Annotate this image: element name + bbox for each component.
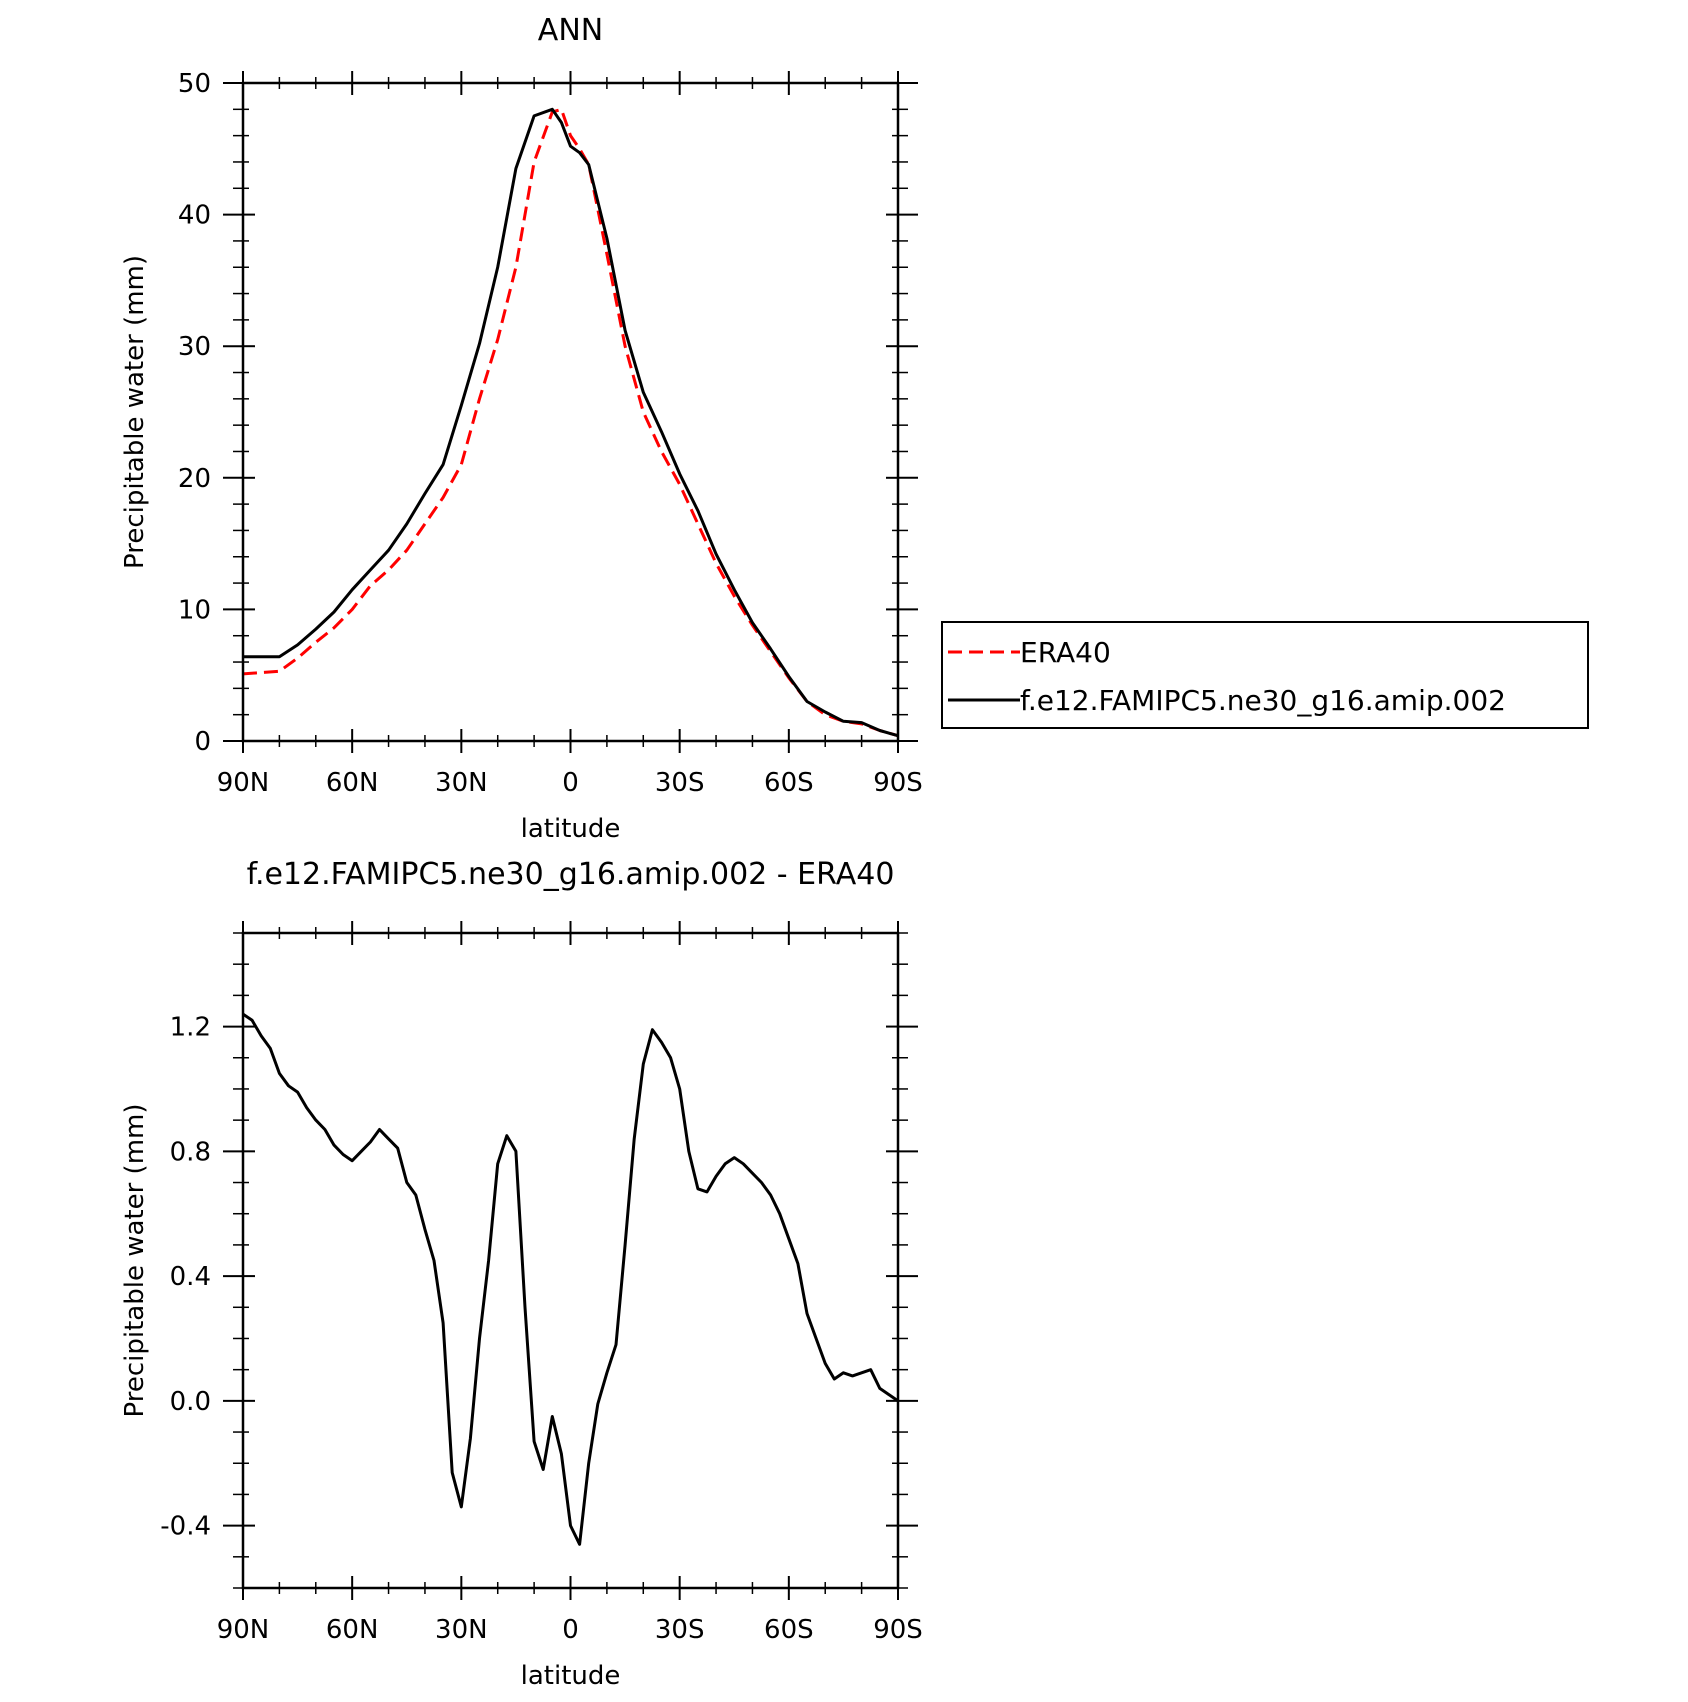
bottom-panel: f.e12.FAMIPC5.ne30_g16.amip.002 - ERA40 … xyxy=(120,857,923,1691)
bottom-chart-title: f.e12.FAMIPC5.ne30_g16.amip.002 - ERA40 xyxy=(247,857,895,892)
legend-box xyxy=(941,621,1589,729)
top-plot-lines xyxy=(242,107,899,738)
x-tick-label: 0 xyxy=(562,768,579,798)
x-tick-label: 30S xyxy=(655,1615,705,1645)
bottom-y-axis-label: Precipitable water (mm) xyxy=(120,1104,150,1418)
top-plot-frame xyxy=(241,81,900,743)
y-tick-label: 0.8 xyxy=(170,1137,211,1167)
top-x-axis-label: latitude xyxy=(521,814,621,844)
x-tick-label: 60N xyxy=(326,1615,379,1645)
top-y-axis-label: Precipitable water (mm) xyxy=(120,255,150,569)
bottom-plot-frame xyxy=(241,931,900,1590)
y-tick-label: 20 xyxy=(178,464,211,494)
y-tick-label: 0 xyxy=(194,727,211,757)
legend: ERA40 f.e12.FAMIPC5.ne30_g16.amip.002 xyxy=(941,621,1589,729)
top-tick-labels: 90N 60N 30N 0 30S 60S 90S 0 10 20 30 40 50 xyxy=(178,69,923,798)
x-tick-label: 90N xyxy=(217,768,270,798)
y-tick-label: -0.4 xyxy=(160,1512,211,1542)
x-tick-label: 90S xyxy=(873,768,923,798)
y-tick-label: 0.0 xyxy=(170,1387,211,1417)
y-tick-label: 10 xyxy=(178,595,211,625)
x-tick-label: 0 xyxy=(562,1615,579,1645)
x-tick-label: 30N xyxy=(435,768,488,798)
x-tick-label: 90N xyxy=(217,1615,270,1645)
bottom-x-axis-label: latitude xyxy=(521,1661,621,1691)
series-line-1 xyxy=(243,107,899,738)
y-tick-label: 50 xyxy=(178,69,211,99)
x-tick-label: 30S xyxy=(655,768,705,798)
y-tick-label: 30 xyxy=(178,332,211,362)
legend-label-era40: ERA40 xyxy=(1020,636,1111,669)
y-tick-label: 0.4 xyxy=(170,1262,211,1292)
y-tick-label: 1.2 xyxy=(170,1013,211,1043)
bottom-axis-ticks xyxy=(223,921,918,1600)
legend-label-model: f.e12.FAMIPC5.ne30_g16.amip.002 xyxy=(1020,684,1506,717)
x-tick-label: 30N xyxy=(435,1615,488,1645)
x-tick-label: 90S xyxy=(873,1615,923,1645)
y-tick-label: 40 xyxy=(178,201,211,231)
top-panel: ANN latitude Precipitable water (mm) 90N… xyxy=(120,13,923,844)
bottom-plot-lines xyxy=(242,1012,899,1546)
series-line-0 xyxy=(242,1012,899,1546)
x-tick-label: 60S xyxy=(764,1615,814,1645)
top-chart-title: ANN xyxy=(538,13,603,48)
x-tick-label: 60S xyxy=(764,768,814,798)
x-tick-label: 60N xyxy=(326,768,379,798)
bottom-tick-labels: 90N 60N 30N 0 30S 60S 90S -0.4 0.0 0.4 0.8 1.2 xyxy=(160,1013,923,1645)
